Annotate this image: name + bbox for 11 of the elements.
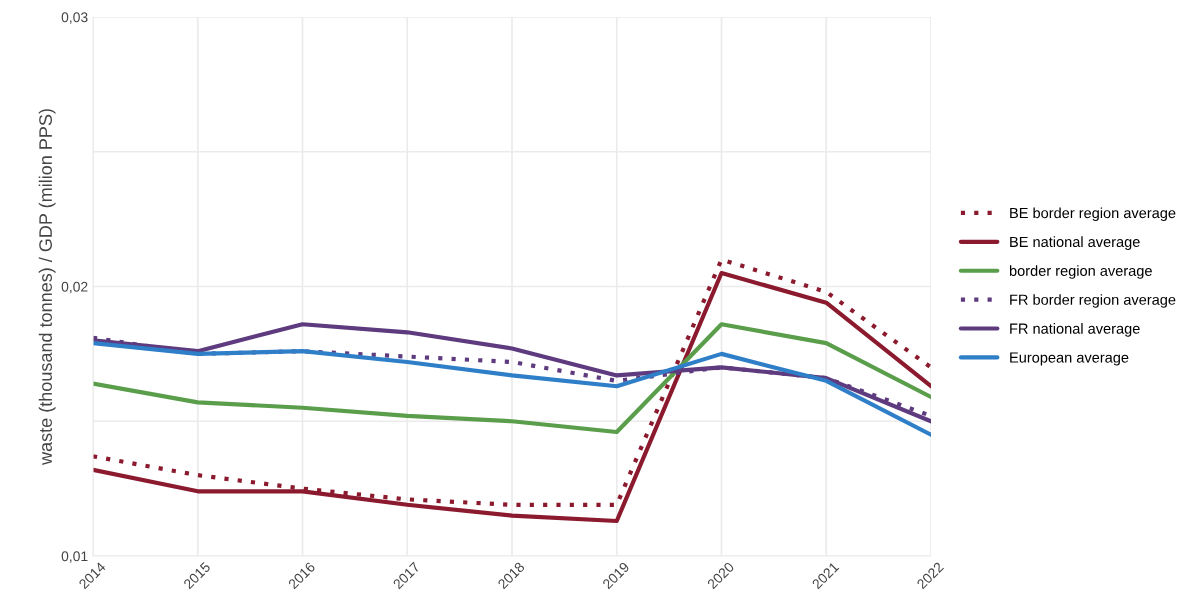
y-axis-title: waste (thousand tonnes) / GDP (milion PPS) — [38, 109, 56, 465]
y-tick-label: 0,03 — [61, 12, 88, 24]
legend-label: border region average — [1009, 265, 1152, 279]
line-series — [93, 341, 931, 437]
legend-label: FR border region average — [1010, 294, 1176, 308]
legend-label: European average — [1010, 352, 1129, 366]
y-tick-label: 0,02 — [61, 281, 88, 294]
legend-label: BE border region average — [1010, 207, 1176, 222]
y-tick-label: 0,01 — [61, 551, 88, 563]
legend-label: BE national average — [1010, 236, 1140, 250]
legend-label: FR national average — [1010, 323, 1140, 337]
